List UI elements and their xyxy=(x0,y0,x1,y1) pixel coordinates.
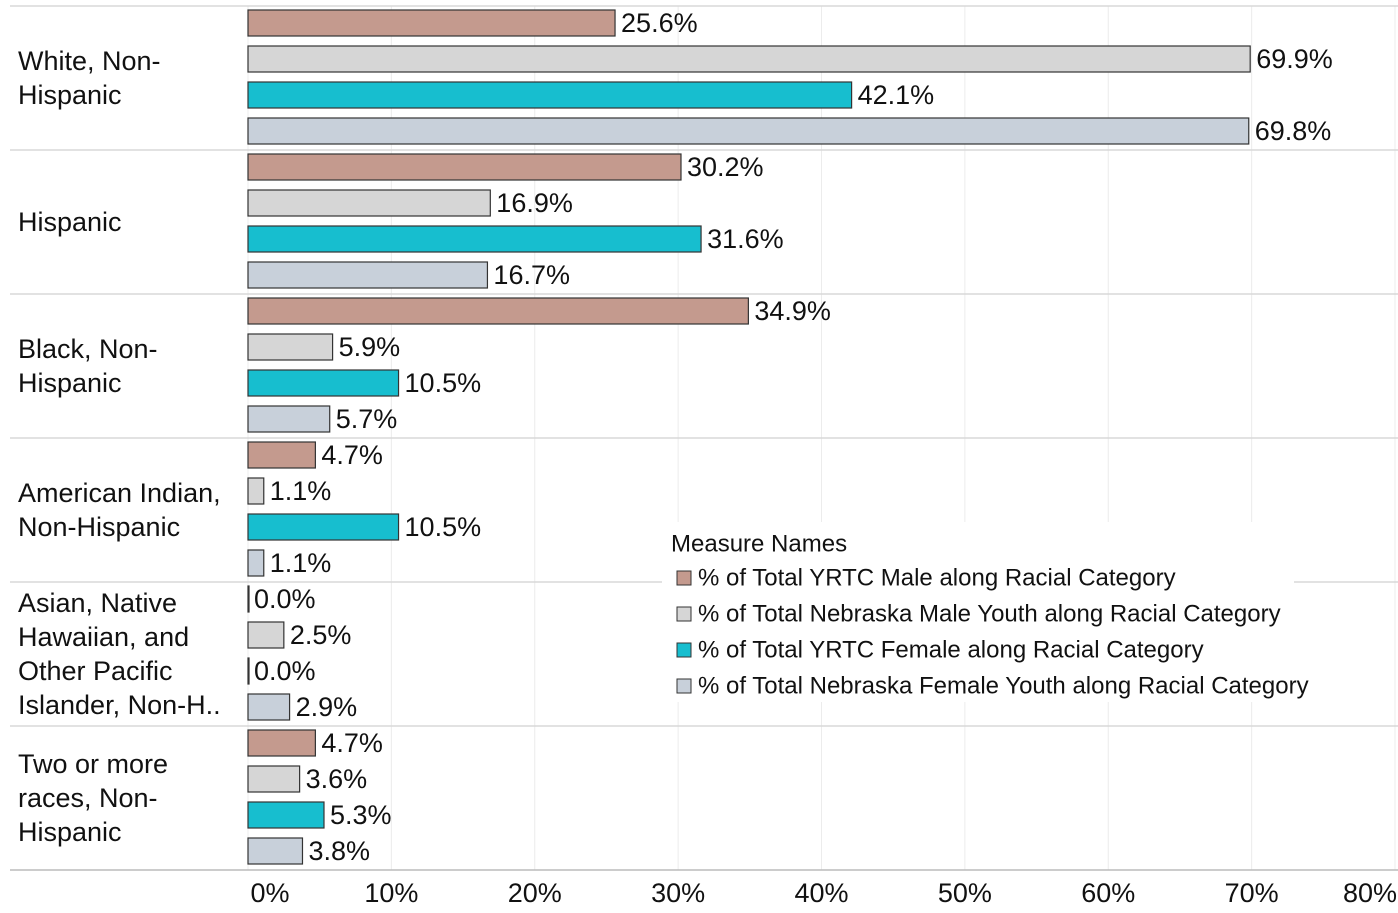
data-label: 3.6% xyxy=(306,764,368,794)
bar xyxy=(247,333,334,361)
data-label: 5.3% xyxy=(330,800,392,830)
bar xyxy=(247,513,400,541)
data-label: 69.8% xyxy=(1255,116,1332,146)
data-label: 0.0% xyxy=(254,656,316,686)
data-label: 1.1% xyxy=(270,476,332,506)
data-label: 31.6% xyxy=(707,224,784,254)
bar xyxy=(247,693,291,721)
data-label: 16.9% xyxy=(496,188,573,218)
data-label: 2.9% xyxy=(296,692,358,722)
x-tick-label: 80% xyxy=(1343,878,1397,908)
legend-label: % of Total YRTC Male along Racial Catego… xyxy=(698,564,1176,591)
bar xyxy=(247,477,265,505)
bar xyxy=(247,441,316,469)
bar xyxy=(247,621,285,649)
legend-label: % of Total Nebraska Female Youth along R… xyxy=(698,672,1309,699)
category-label: Hispanic xyxy=(18,207,122,237)
data-label: 4.7% xyxy=(321,728,383,758)
x-tick-label: 50% xyxy=(938,878,992,908)
data-label: 3.8% xyxy=(308,836,370,866)
legend-title: Measure Names xyxy=(671,530,847,557)
legend-label: % of Total YRTC Female along Racial Cate… xyxy=(698,636,1204,663)
bar xyxy=(247,801,325,829)
bar xyxy=(247,45,1251,73)
bar xyxy=(247,117,1250,145)
bar xyxy=(247,261,489,289)
bar xyxy=(247,81,853,109)
category-label: Black, Non-Hispanic xyxy=(18,334,158,398)
data-label: 5.7% xyxy=(336,404,398,434)
bar xyxy=(247,153,682,181)
bar xyxy=(247,585,250,613)
bar xyxy=(247,225,702,253)
x-tick-label: 60% xyxy=(1081,878,1135,908)
x-tick-label: 10% xyxy=(364,878,418,908)
x-tick-label: 70% xyxy=(1225,878,1279,908)
legend-background xyxy=(662,522,1294,702)
data-label: 2.5% xyxy=(290,620,352,650)
data-label: 5.9% xyxy=(339,332,401,362)
data-label: 42.1% xyxy=(858,80,935,110)
bar xyxy=(247,369,400,397)
category-label: Asian, Native Hawaiian, and Other Pacifi… xyxy=(18,588,221,720)
bar xyxy=(247,9,616,37)
bar xyxy=(247,729,316,757)
bar xyxy=(247,765,301,793)
data-label: 30.2% xyxy=(687,152,764,182)
bar xyxy=(247,189,491,217)
data-label: 4.7% xyxy=(321,440,383,470)
bar xyxy=(247,549,265,577)
data-label: 1.1% xyxy=(270,548,332,578)
x-tick-label: 20% xyxy=(508,878,562,908)
data-label: 25.6% xyxy=(621,8,698,38)
legend-swatch xyxy=(676,678,692,694)
bar xyxy=(247,297,749,325)
legend-swatch xyxy=(676,642,692,658)
bar xyxy=(247,657,250,685)
legend-swatch xyxy=(676,606,692,622)
data-label: 16.7% xyxy=(493,260,570,290)
x-tick-label: 40% xyxy=(794,878,848,908)
x-tick-label: 0% xyxy=(250,878,289,908)
legend-swatch xyxy=(676,570,692,586)
legend: Measure Names % of Total YRTC Male along … xyxy=(662,522,1309,702)
data-label: 0.0% xyxy=(254,584,316,614)
bar xyxy=(247,405,331,433)
bar xyxy=(247,837,304,865)
legend-label: % of Total Nebraska Male Youth along Rac… xyxy=(698,600,1281,627)
data-label: 10.5% xyxy=(405,512,482,542)
category-label: Two or more races, Non-Hispanic xyxy=(18,749,169,847)
data-label: 34.9% xyxy=(754,296,831,326)
x-tick-label: 30% xyxy=(651,878,705,908)
category-label: White, Non-Hispanic xyxy=(18,46,161,110)
data-label: 69.9% xyxy=(1256,44,1333,74)
category-label: American Indian, Non-Hispanic xyxy=(18,478,221,542)
data-label: 10.5% xyxy=(405,368,482,398)
